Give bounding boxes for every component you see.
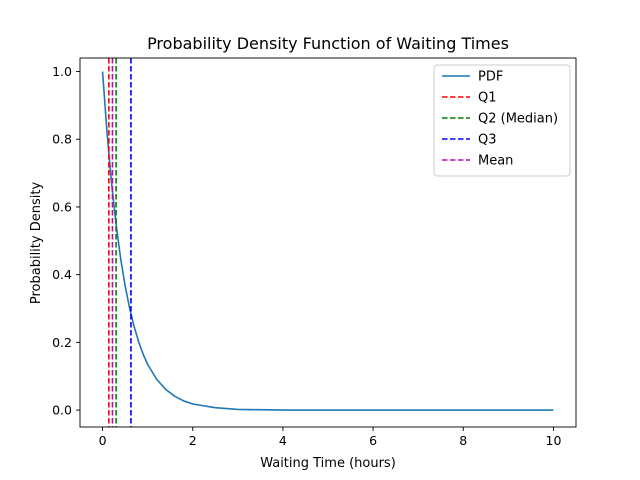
- x-tick-label: 8: [459, 433, 467, 448]
- chart-title: Probability Density Function of Waiting …: [147, 34, 509, 53]
- y-tick-label: 0.2: [52, 335, 72, 350]
- y-tick-label: 0.6: [52, 199, 72, 214]
- legend-label-mean: Mean: [478, 154, 513, 169]
- plot-marks: [101, 58, 554, 427]
- y-tick-label: 1.0: [52, 64, 72, 79]
- axes: 0 2 4 6 8 10 0.0 0.2 0.4 0.6 0.8 1.0: [52, 57, 577, 448]
- x-tick-label: 4: [279, 433, 287, 448]
- legend: PDF Q1 Q2 (Median) Q3 Mean: [433, 64, 571, 177]
- series-line-pdf: [101, 71, 554, 411]
- x-tick-label: 10: [546, 433, 562, 448]
- y-tick-label: 0.8: [52, 132, 72, 147]
- x-axis-label: Waiting Time (hours): [260, 456, 396, 471]
- legend-label-q3: Q3: [478, 133, 497, 148]
- x-tick-label: 6: [369, 433, 377, 448]
- legend-label-q1: Q1: [478, 91, 497, 106]
- y-tick-label: 0.0: [52, 403, 72, 418]
- axes-frame: [79, 57, 577, 428]
- x-tick-label: 2: [189, 433, 197, 448]
- legend-label-pdf: PDF: [478, 70, 503, 85]
- y-axis-label: Probability Density: [29, 182, 44, 305]
- legend-box: [433, 64, 571, 177]
- y-tick-label: 0.4: [52, 267, 72, 282]
- x-tick-label: 0: [99, 433, 107, 448]
- legend-label-q2-median: Q2 (Median): [478, 112, 558, 127]
